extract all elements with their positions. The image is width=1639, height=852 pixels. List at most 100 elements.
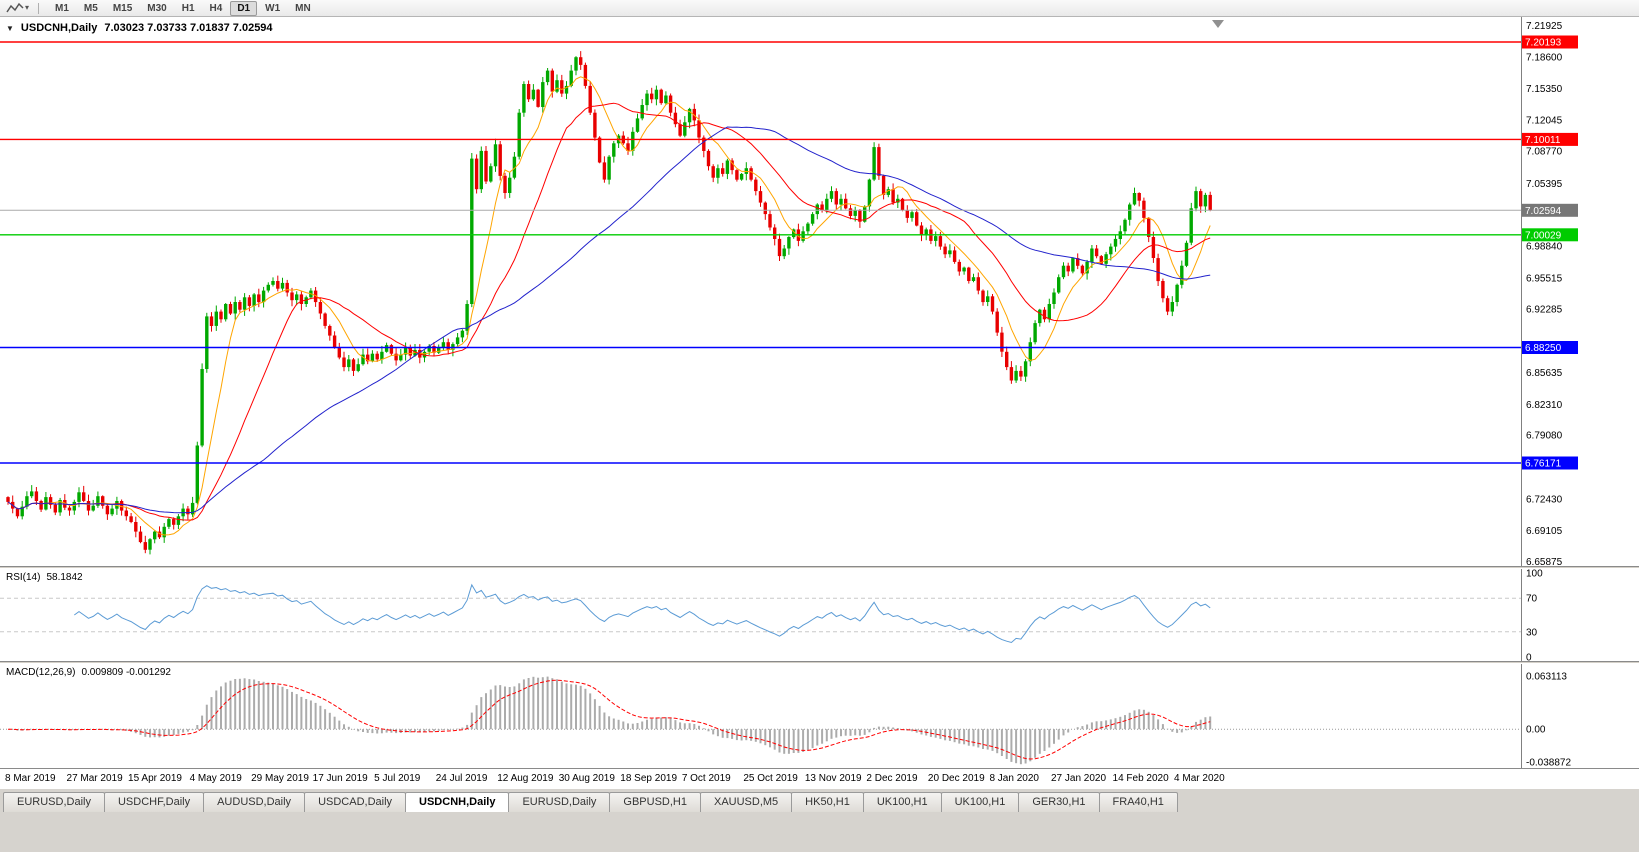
- panel-divider[interactable]: [0, 566, 1639, 569]
- symbol-period-label: USDCNH,Daily: [20, 22, 98, 34]
- timeframe-button-m30[interactable]: M30: [147, 2, 167, 14]
- line-chart-icon: [6, 2, 24, 12]
- timeframe-button-mn[interactable]: MN: [295, 2, 311, 14]
- date-label: 12 Aug 2019: [497, 773, 554, 784]
- date-label: 5 Jul 2019: [374, 773, 421, 784]
- price-badge-6.88250: [1522, 341, 1578, 354]
- status-bar: [0, 812, 1639, 852]
- timeframe-button-h1[interactable]: H1: [181, 2, 195, 14]
- svg-text:0.00: 0.00: [1526, 725, 1546, 736]
- svg-text:7.20193: 7.20193: [1525, 38, 1562, 49]
- svg-text:-0.038872: -0.038872: [1526, 758, 1571, 769]
- price-badge-7.10011: [1522, 132, 1578, 146]
- date-label: 24 Jul 2019: [435, 773, 488, 784]
- date-label: 25 Oct 2019: [743, 773, 798, 784]
- svg-text:6.92285: 6.92285: [1526, 304, 1563, 315]
- main-chart-canvas[interactable]: 7.21925 7.18600 7.15350 7.12045 7.08770 7.053…: [0, 17, 1639, 566]
- svg-text:100: 100: [1526, 569, 1543, 580]
- tab-audusd-daily[interactable]: AUDUSD,Daily: [203, 792, 306, 812]
- tab-hk50-h1[interactable]: HK50,H1: [791, 792, 864, 812]
- tab-usdchf-daily[interactable]: USDCHF,Daily: [103, 792, 205, 812]
- svg-text:6.79080: 6.79080: [1526, 431, 1563, 442]
- support-resistance-lines[interactable]: [0, 41, 1521, 464]
- rsi-panel-canvas[interactable]: 100 70 30 0: [0, 569, 1639, 661]
- svg-text:6.88250: 6.88250: [1525, 343, 1562, 354]
- timeframe-button-m1[interactable]: M1: [55, 2, 69, 14]
- tab-eurusd-daily[interactable]: EURUSD,Daily: [3, 792, 105, 812]
- tab-usdcad-daily[interactable]: USDCAD,Daily: [304, 792, 407, 812]
- tab-uk100-h1[interactable]: UK100,H1: [940, 792, 1020, 812]
- tab-ger30-h1[interactable]: GER30,H1: [1018, 792, 1100, 812]
- date-label: 13 Nov 2019: [804, 773, 862, 784]
- date-label: 30 Aug 2019: [558, 773, 615, 784]
- svg-text:0.063113: 0.063113: [1526, 672, 1567, 683]
- rsi-line: [74, 583, 1211, 644]
- date-label: 15 Apr 2019: [128, 773, 182, 784]
- date-label: 8 Jan 2020: [989, 773, 1039, 784]
- date-label: 17 Jun 2019: [312, 773, 368, 784]
- timeframe-button-h4[interactable]: H4: [209, 2, 223, 14]
- timeframe-button-w1[interactable]: W1: [265, 2, 281, 14]
- macd-panel-canvas[interactable]: 0.063113 0.00 -0.038872: [0, 664, 1639, 768]
- timeframe-button-d1[interactable]: D1: [230, 0, 258, 16]
- svg-text:7.05395: 7.05395: [1526, 179, 1563, 190]
- svg-text:70: 70: [1526, 594, 1538, 605]
- date-label: 27 Jan 2020: [1050, 773, 1107, 784]
- price-badge-7.00029: [1522, 228, 1578, 242]
- rsi-label: RSI(14) 58.1842: [6, 572, 83, 583]
- price-badge-7.02594: [1522, 203, 1578, 217]
- date-label: 4 May 2019: [189, 773, 242, 784]
- ohlc-values: 7.03023 7.03733 7.01837 7.02594: [104, 22, 273, 34]
- tab-usdcnh-daily[interactable]: USDCNH,Daily: [405, 792, 510, 812]
- date-label: 8 Mar 2019: [5, 773, 56, 784]
- svg-text:30: 30: [1526, 627, 1538, 638]
- chart-shift-marker-icon[interactable]: [1212, 20, 1224, 28]
- svg-text:7.15350: 7.15350: [1526, 84, 1563, 95]
- macd-values: 0.009809 -0.001292: [81, 667, 171, 678]
- svg-text:6.72430: 6.72430: [1526, 494, 1563, 505]
- moving-averages: [7, 76, 1211, 536]
- svg-text:6.98840: 6.98840: [1526, 242, 1563, 253]
- svg-text:7.12045: 7.12045: [1526, 115, 1563, 126]
- date-label: 14 Feb 2020: [1112, 773, 1169, 784]
- svg-text:6.85635: 6.85635: [1526, 368, 1563, 379]
- chart-title: ▼ USDCNH,Daily 7.03023 7.03733 7.01837 7…: [6, 22, 273, 34]
- panel-divider[interactable]: [0, 661, 1639, 664]
- date-label: 7 Oct 2019: [681, 773, 731, 784]
- rsi-name: RSI(14): [6, 572, 41, 583]
- symbol-dropdown-icon[interactable]: ▼: [6, 23, 14, 33]
- timeframe-button-m15[interactable]: M15: [112, 2, 133, 14]
- svg-text:6.69105: 6.69105: [1526, 526, 1563, 537]
- svg-text:7.00029: 7.00029: [1525, 230, 1562, 241]
- timeframe-button-m5[interactable]: M5: [83, 2, 98, 14]
- chart-type-tool[interactable]: ▾: [4, 2, 31, 15]
- date-label: 27 Mar 2019: [66, 773, 123, 784]
- macd-signal-line: [7, 679, 1211, 760]
- toolbar: ▾ M1 M5 M15 M30 H1 H4 D1 W1 MN: [0, 0, 1639, 17]
- candlesticks: [6, 51, 1212, 555]
- svg-text:7.10011: 7.10011: [1525, 135, 1561, 146]
- tab-uk100-h1[interactable]: UK100,H1: [862, 792, 942, 812]
- date-label: 2 Dec 2019: [866, 773, 918, 784]
- svg-text:0: 0: [1526, 653, 1532, 662]
- toolbar-separator: [38, 2, 40, 14]
- price-badge-7.20193: [1522, 35, 1578, 49]
- svg-text:7.02594: 7.02594: [1525, 206, 1562, 217]
- tab-fra40-h1[interactable]: FRA40,H1: [1098, 792, 1178, 812]
- dropdown-caret-icon[interactable]: ▾: [25, 3, 30, 12]
- macd-label: MACD(12,26,9) 0.009809 -0.001292: [6, 667, 171, 678]
- macd-name: MACD(12,26,9): [6, 667, 76, 678]
- date-axis: 8 Mar 2019 27 Mar 2019 15 Apr 2019 4 May 20…: [0, 768, 1639, 788]
- date-label: 20 Dec 2019: [927, 773, 985, 784]
- chart-tab-bar: EURUSD,Daily USDCHF,Daily AUDUSD,Daily USDC…: [0, 788, 1639, 812]
- date-label: 18 Sep 2019: [620, 773, 677, 784]
- svg-text:6.95515: 6.95515: [1526, 274, 1563, 285]
- svg-text:6.65875: 6.65875: [1526, 557, 1563, 566]
- svg-text:6.82310: 6.82310: [1526, 400, 1563, 411]
- price-axis-badges: 7.20193 7.10011 7.02594 7.00029 6.88250 6.761…: [1522, 35, 1578, 470]
- svg-text:7.21925: 7.21925: [1526, 21, 1563, 32]
- tab-gbpusd-h1[interactable]: GBPUSD,H1: [609, 792, 701, 812]
- tab-xauusd-m5[interactable]: XAUUSD,M5: [699, 792, 793, 812]
- tab-eurusd-daily[interactable]: EURUSD,Daily: [508, 792, 611, 812]
- price-axis-labels: 7.21925 7.18600 7.15350 7.12045 7.08770 7.053…: [1526, 21, 1563, 566]
